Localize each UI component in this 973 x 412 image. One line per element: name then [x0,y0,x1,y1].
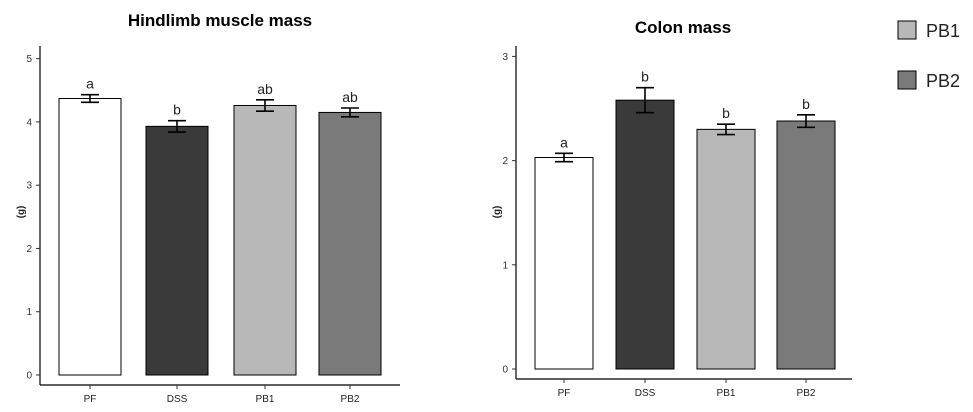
error-bar-colon-pf [555,152,573,163]
bar-colon-dss [615,99,675,370]
x-tick-label-colon-pf: PF [558,388,571,399]
y-tick-label-colon: 0 [502,365,508,376]
significance-label-colon-pb1: b [722,105,730,121]
x-tick-label-hindlimb-pb2: PB2 [341,394,360,405]
y-tick-label-colon: 2 [502,156,508,167]
error-bar-colon-pb1 [717,123,735,136]
y-tick-label-hindlimb: 0 [26,371,32,382]
x-tick-label-hindlimb-pb1: PB1 [256,394,275,405]
significance-label-hindlimb-pb2: ab [342,89,358,105]
bar-hindlimb-dss [145,125,209,376]
y-tick-label-hindlimb: 4 [26,117,32,128]
x-tick-label-colon-pb1: PB1 [717,388,736,399]
error-bar-hindlimb-dss [168,119,186,133]
chart-colon-mass: Colon mass (g) 0 1 2 3 a PF b DSS b PB1 b PB2 [492,18,852,399]
x-tick-label-hindlimb-pf: PF [84,394,97,405]
y-axis-label-colon: (g) [492,206,503,219]
x-tick-label-colon-dss: DSS [635,388,656,399]
bar-hindlimb-pb1 [233,104,297,376]
legend-swatch-pb1 [897,20,917,40]
y-tick-label-hindlimb: 2 [26,244,32,255]
legend: PB1 PB2 [897,20,960,91]
error-bar-hindlimb-pb2 [341,107,359,118]
error-bar-hindlimb-pb1 [256,98,274,112]
error-bar-colon-dss [636,86,654,114]
y-tick-label-hindlimb: 1 [26,307,32,318]
y-tick-label-colon: 3 [502,52,508,63]
bar-hindlimb-pf [58,98,122,376]
legend-label-pb1: PB1 [926,21,960,41]
bar-colon-pb2 [776,120,836,370]
significance-label-hindlimb-pf: a [86,76,94,92]
x-tick-label-colon-pb2: PB2 [797,388,816,399]
chart-title-hindlimb: Hindlimb muscle mass [128,11,312,30]
significance-label-colon-pf: a [560,134,568,150]
y-tick-label-colon: 1 [502,260,508,271]
significance-label-hindlimb-dss: b [173,102,181,118]
chart-title-colon: Colon mass [635,18,731,37]
legend-label-pb2: PB2 [926,71,960,91]
significance-label-colon-dss: b [641,69,649,85]
error-bar-hindlimb-pf [81,93,99,104]
bar-colon-pf [534,156,594,370]
significance-label-hindlimb-pb1: ab [257,81,273,97]
error-bar-colon-pb2 [797,113,815,129]
legend-swatch-pb2 [897,70,917,90]
bar-colon-pb1 [696,128,756,370]
significance-label-colon-pb2: b [802,96,810,112]
y-axis-label-hindlimb: (g) [16,206,27,219]
y-tick-label-hindlimb: 5 [26,54,32,65]
y-tick-label-hindlimb: 3 [26,181,32,192]
bar-hindlimb-pb2 [318,111,382,376]
x-tick-label-hindlimb-dss: DSS [167,394,188,405]
chart-hindlimb-muscle-mass: Hindlimb muscle mass (g) 0 1 2 3 4 5 a PF b DSS ab PB… [16,11,400,405]
